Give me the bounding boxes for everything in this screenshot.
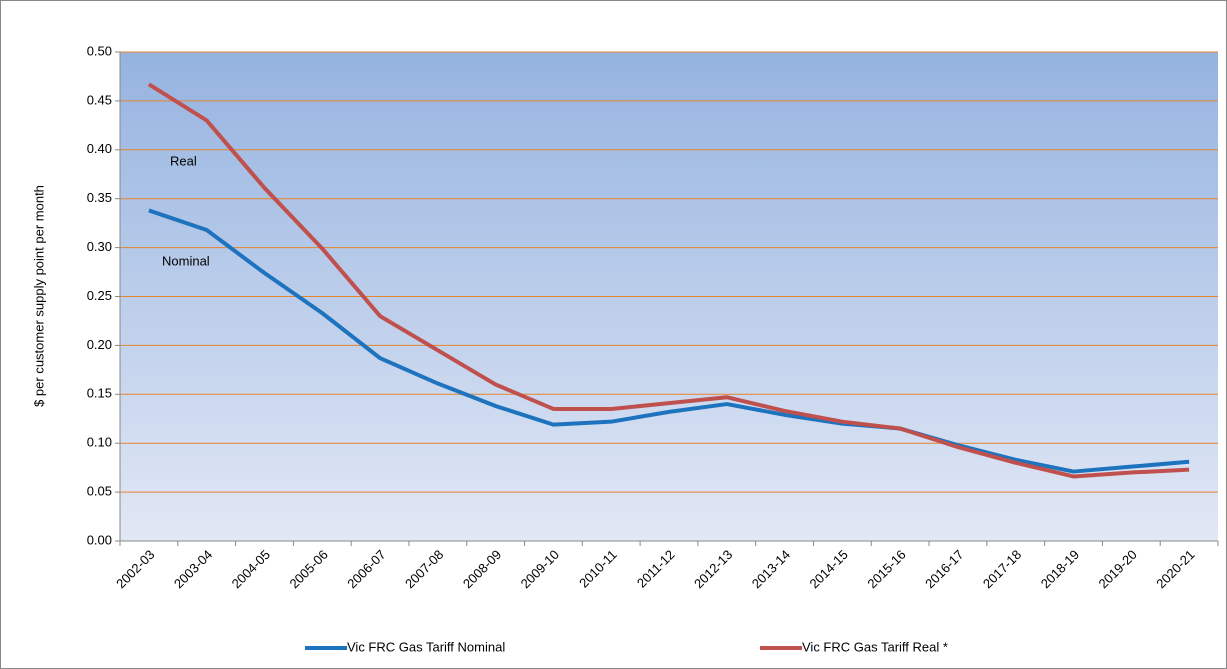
y-tick-label: 0.25 bbox=[87, 288, 112, 303]
annotation: Nominal bbox=[162, 253, 210, 268]
series-line bbox=[147, 82, 1190, 479]
y-tick-label: 0.30 bbox=[87, 239, 112, 254]
y-tick-label: 0.20 bbox=[87, 337, 112, 352]
y-tick-label: 0.00 bbox=[87, 532, 112, 547]
y-tick-label: 0.50 bbox=[87, 43, 112, 58]
y-tick-label: 0.40 bbox=[87, 141, 112, 156]
series-line bbox=[148, 208, 1190, 474]
y-tick-label: 0.05 bbox=[87, 484, 112, 499]
y-axis-title: $ per customer supply point per month bbox=[31, 185, 46, 407]
annotation: Real bbox=[170, 153, 197, 168]
legend-label: Vic FRC Gas Tariff Nominal bbox=[347, 639, 505, 654]
y-tick-label: 0.10 bbox=[87, 435, 112, 450]
y-tick-label: 0.15 bbox=[87, 386, 112, 401]
y-tick-label: 0.35 bbox=[87, 190, 112, 205]
legend-label: Vic FRC Gas Tariff Real * bbox=[802, 639, 948, 654]
y-tick-label: 0.45 bbox=[87, 92, 112, 107]
